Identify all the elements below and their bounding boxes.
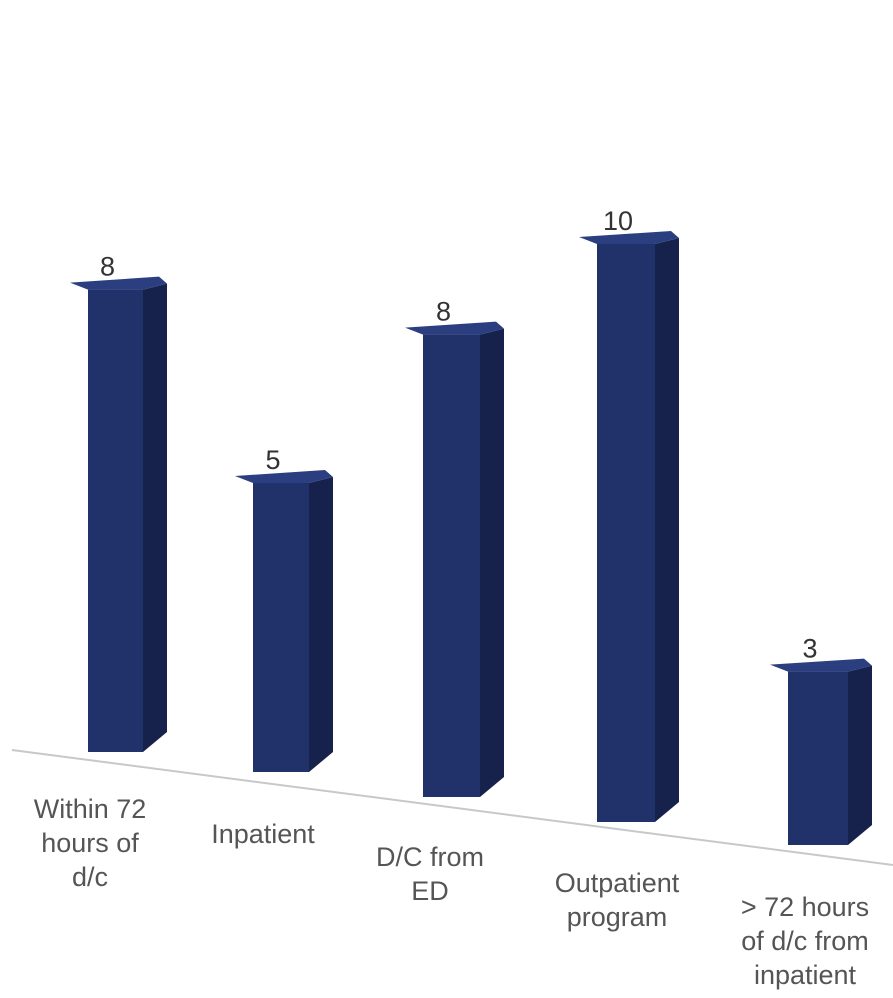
bar — [70, 276, 167, 752]
bar-top-face — [579, 231, 679, 244]
bar-side-face — [848, 665, 872, 845]
bar — [579, 231, 679, 822]
x-tick-label-line: D/C from — [376, 842, 484, 872]
bar-side-face — [143, 283, 167, 752]
bar-front-face — [788, 671, 848, 845]
bar-side-face — [655, 238, 679, 822]
x-tick-label: Inpatient — [211, 819, 315, 849]
data-label: 10 — [603, 206, 633, 236]
data-label: 3 — [802, 634, 817, 664]
x-tick-label: Within 72 hours of d/c — [34, 794, 147, 892]
x-tick-label-line: ED — [411, 876, 449, 906]
x-tick-label-line: hours of — [41, 828, 139, 858]
x-tick-label: > 72 hours of d/c from inpatient — [741, 892, 869, 990]
data-label: 5 — [265, 445, 280, 475]
data-label: 8 — [100, 252, 115, 282]
x-tick-label-line: Inpatient — [211, 819, 315, 849]
value-labels-group: 8 5 8 10 3 — [100, 206, 818, 664]
bar-front-face — [597, 244, 655, 822]
bar-front-face — [88, 289, 143, 752]
x-tick-label-line: inpatient — [754, 960, 857, 990]
bar-side-face — [309, 477, 333, 772]
x-tick-label-line: Outpatient — [555, 868, 680, 898]
x-tick-label: D/C from ED — [376, 842, 484, 906]
category-labels-group: Within 72 hours of d/c Inpatient D/C from ED O… — [34, 794, 869, 990]
bar — [235, 470, 333, 772]
bar-side-face — [480, 328, 504, 797]
x-tick-label-line: d/c — [72, 862, 108, 892]
bar-top-face — [770, 658, 872, 672]
bar-top-face — [70, 276, 167, 290]
x-axis-line — [11, 749, 893, 866]
bar-top-face — [235, 470, 333, 483]
bar-front-face — [253, 483, 309, 772]
data-label: 8 — [436, 297, 451, 327]
bar-front-face — [423, 334, 480, 797]
bar-top-face — [405, 321, 504, 335]
bar — [405, 321, 504, 797]
bar — [770, 658, 872, 845]
x-tick-label-line: program — [567, 902, 668, 932]
x-tick-label-line: Within 72 — [34, 794, 147, 824]
x-tick-label: Outpatient program — [555, 868, 680, 932]
bars-group — [70, 231, 872, 845]
x-tick-label-line: of d/c from — [741, 926, 869, 956]
x-tick-label-line: > 72 hours — [741, 892, 869, 922]
